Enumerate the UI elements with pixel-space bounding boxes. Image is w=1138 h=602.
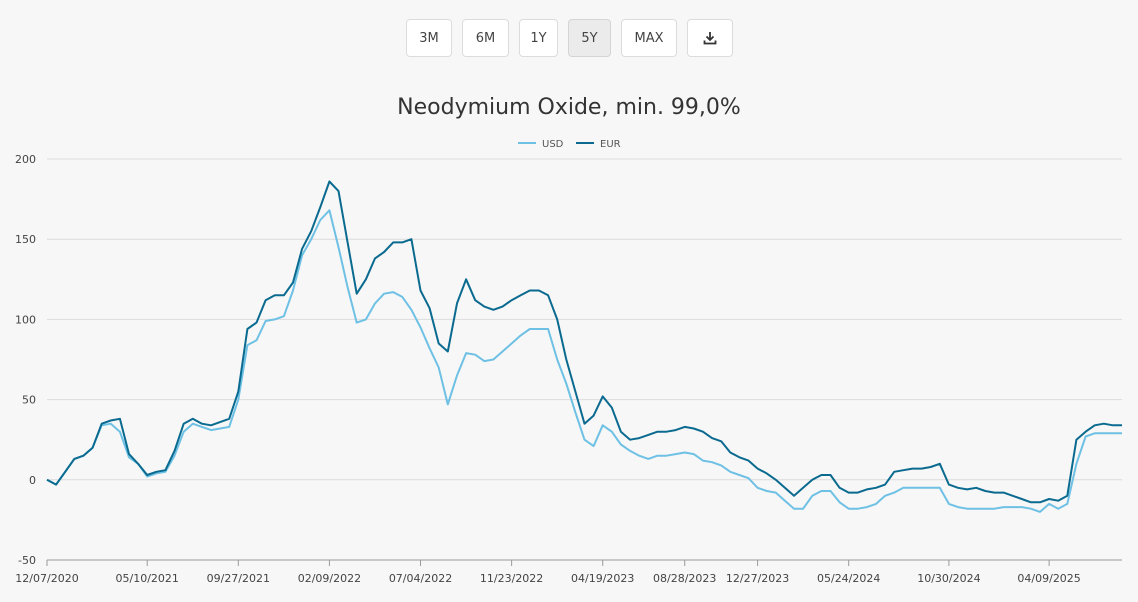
- range-3m-button[interactable]: 3M: [406, 19, 452, 57]
- x-tick-label: 11/23/2022: [480, 572, 543, 585]
- y-tick-label: 200: [15, 153, 36, 166]
- y-tick-label: 100: [15, 313, 36, 326]
- range-6m-button[interactable]: 6M: [462, 19, 509, 57]
- range-max-button[interactable]: MAX: [621, 19, 677, 57]
- x-tick-label: 05/10/2021: [116, 572, 179, 585]
- x-tick-label: 08/28/2023: [653, 572, 716, 585]
- range-toolbar: 3M 6M 1Y 5Y MAX: [0, 19, 1138, 59]
- x-tick-label: 12/07/2020: [15, 572, 78, 585]
- download-icon: [703, 32, 717, 45]
- series-line-usd: [46, 209, 1122, 513]
- range-1y-button[interactable]: 1Y: [519, 19, 558, 57]
- legend-label: USD: [542, 139, 564, 150]
- x-tick-label: 07/04/2022: [389, 572, 452, 585]
- range-5y-button[interactable]: 5Y: [568, 19, 611, 57]
- x-tick-label: 02/09/2022: [298, 572, 361, 585]
- chart-title: Neodymium Oxide, min. 99,0%: [397, 95, 741, 120]
- x-tick-label: 09/27/2021: [207, 572, 270, 585]
- y-tick-label: -50: [18, 554, 36, 567]
- grid: [47, 158, 1122, 561]
- x-tick-label: 04/19/2023: [571, 572, 634, 585]
- y-tick-label: 50: [22, 394, 36, 407]
- axes: -50 0 50 100 150 200 12/07/2020 05/10/2021 09/27…: [15, 153, 1122, 585]
- y-tick-label: 150: [15, 233, 36, 246]
- legend-label: EUR: [600, 139, 621, 150]
- series: [46, 180, 1122, 513]
- legend-item-usd[interactable]: USD: [518, 139, 564, 150]
- y-tick-label: 0: [29, 474, 36, 487]
- x-tick-label: 04/09/2025: [1017, 572, 1080, 585]
- download-button[interactable]: [687, 19, 733, 57]
- x-tick-label: 12/27/2023: [726, 572, 789, 585]
- x-tick-label: 05/24/2024: [817, 572, 880, 585]
- legend: USD EUR: [518, 139, 621, 150]
- series-line-eur: [46, 180, 1122, 504]
- legend-item-eur[interactable]: EUR: [576, 139, 621, 150]
- x-tick-label: 10/30/2024: [917, 572, 980, 585]
